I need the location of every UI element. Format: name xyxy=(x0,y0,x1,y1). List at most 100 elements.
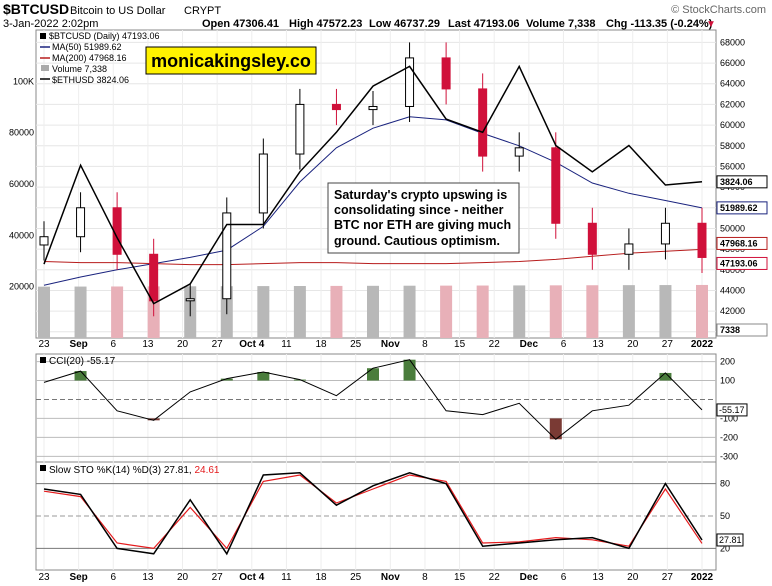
cci-area-negative xyxy=(147,418,160,421)
x-axis-label: 23 xyxy=(38,339,50,350)
header-open: Open 47306.41 xyxy=(202,18,279,30)
candle-body xyxy=(258,153,268,214)
sto-k-line xyxy=(43,472,703,556)
x-axis-label: 27 xyxy=(662,339,674,350)
x-axis-label: 13 xyxy=(142,572,154,583)
sto-d-line xyxy=(43,474,703,550)
x-axis-label: 6 xyxy=(561,339,567,350)
candle-body xyxy=(660,222,670,245)
cci-area-positive xyxy=(367,368,379,381)
price-axis-tick: 66000 xyxy=(720,58,745,68)
volume-bar xyxy=(403,285,416,338)
x-axis-label: 6 xyxy=(561,572,567,583)
x-axis-label: 23 xyxy=(38,572,50,583)
price-axis-tick: 42000 xyxy=(720,306,745,316)
banner-text: monicakingsley.co xyxy=(151,51,311,71)
down-marker-icon: ▼ xyxy=(706,19,716,30)
annotation-line-3: BTC nor ETH are giving much xyxy=(334,218,511,232)
x-axis-label: 22 xyxy=(489,572,501,583)
volume-bar xyxy=(513,285,526,338)
x-axis-label: 15 xyxy=(454,572,466,583)
legend-volume: Volume 7,338 xyxy=(52,64,107,74)
volume-axis-tick: 20000 xyxy=(9,282,34,292)
volume-axis-tick: 60000 xyxy=(9,179,34,189)
x-axis-label: 25 xyxy=(350,572,362,583)
x-axis-label: 8 xyxy=(422,339,428,350)
volume-bar xyxy=(440,285,453,338)
sto-legend: Slow STO %K(14) %D(3) 27.81, 24.61 xyxy=(49,465,220,476)
volume-bar xyxy=(622,285,635,338)
candle-body xyxy=(551,147,561,224)
value-tag-text: 51989.62 xyxy=(720,203,758,213)
value-tag xyxy=(716,323,768,337)
x-axis-label: 13 xyxy=(593,572,605,583)
price-axis-tick: 68000 xyxy=(720,37,745,47)
cci-line xyxy=(43,359,703,440)
x-axis-label: 8 xyxy=(422,572,428,583)
x-axis-label: 11 xyxy=(281,339,292,350)
price-axis-tick: 62000 xyxy=(720,99,745,109)
price-axis-tick: 58000 xyxy=(720,141,745,151)
sto-axis-tick: 80 xyxy=(720,479,730,489)
header-date: 3-Jan-2022 2:02pm xyxy=(3,18,98,30)
cci-axis-tick: 200 xyxy=(720,357,735,367)
value-tag-text: 7338 xyxy=(720,325,740,335)
x-axis-label: 20 xyxy=(177,339,189,350)
price-axis-tick: 56000 xyxy=(720,161,745,171)
candle-body xyxy=(587,222,597,255)
candle-body xyxy=(76,207,86,238)
value-tag-text: 27.81 xyxy=(719,535,742,545)
x-axis-label: 11 xyxy=(281,572,292,583)
banner-box xyxy=(145,46,317,75)
candle-body xyxy=(39,236,49,246)
value-tag xyxy=(716,201,768,215)
candle-body xyxy=(185,298,195,302)
candle-body xyxy=(405,57,415,107)
sto-legend-d: 24.61 xyxy=(194,465,219,476)
x-axis-label: 13 xyxy=(593,339,605,350)
header-last: Last 47193.06 xyxy=(448,18,520,30)
x-axis-label: 6 xyxy=(110,339,116,350)
x-axis-label: 18 xyxy=(315,572,327,583)
value-tag-text: -55.17 xyxy=(719,405,745,415)
candle-body xyxy=(478,88,488,157)
x-axis-label: 25 xyxy=(350,339,362,350)
cci-area-negative xyxy=(549,418,562,440)
candle-body xyxy=(624,243,634,255)
header-change: Chg -113.35 (-0.24%) xyxy=(606,18,713,30)
volume-bar xyxy=(696,284,708,338)
sto-legend-prefix: Slow STO %K(14) %D(3) xyxy=(49,465,161,476)
x-axis-label: 18 xyxy=(315,339,327,350)
value-tag xyxy=(716,403,748,417)
header-volume: Volume 7,338 xyxy=(526,18,596,30)
legend-ma200: MA(200) 47968.16 xyxy=(52,53,127,63)
x-axis-label: 27 xyxy=(212,339,224,350)
eth-line xyxy=(43,64,703,305)
x-axis-label: 2022 xyxy=(691,572,714,583)
candle-body xyxy=(331,103,341,111)
value-tag xyxy=(716,256,768,270)
x-axis-label: 27 xyxy=(212,572,224,583)
sto-axis-tick: 50 xyxy=(720,511,730,521)
header-high: High 47572.23 xyxy=(289,18,362,30)
volume-bar xyxy=(586,285,599,338)
legend-ma50: MA(50) 51989.62 xyxy=(52,42,122,52)
candle-body xyxy=(222,212,232,300)
volume-axis-tick: 100K xyxy=(13,76,34,86)
x-axis-label: Nov xyxy=(381,572,400,583)
cci-area-positive xyxy=(220,378,233,381)
x-axis-label: 20 xyxy=(627,339,639,350)
x-axis-label: 20 xyxy=(177,572,189,583)
volume-bar xyxy=(74,286,87,338)
x-axis-label: Sep xyxy=(69,339,87,350)
price-axis-tick: 44000 xyxy=(720,285,745,295)
volume-bar xyxy=(257,286,270,338)
x-axis-label: 22 xyxy=(489,339,501,350)
x-axis-label: Oct 4 xyxy=(239,339,264,350)
candle-body xyxy=(149,253,159,302)
cci-area-positive xyxy=(257,372,270,381)
legend-price: $BTCUSD (Daily) 47193.06 xyxy=(49,31,160,41)
candle-body xyxy=(514,147,524,157)
volume-bar xyxy=(111,286,124,338)
